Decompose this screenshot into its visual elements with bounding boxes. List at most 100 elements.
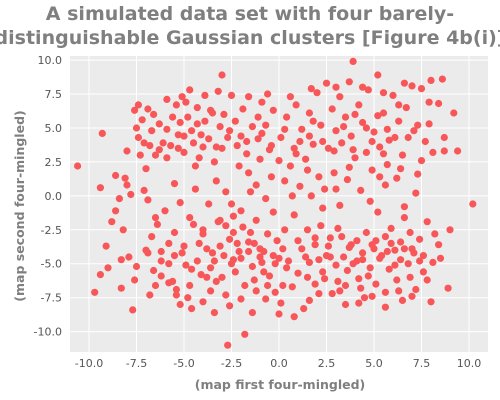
data-point — [216, 216, 224, 224]
data-point — [237, 254, 245, 262]
data-point — [416, 235, 424, 243]
data-point — [305, 109, 313, 117]
data-point — [281, 125, 289, 133]
data-point — [393, 174, 401, 182]
data-point — [214, 87, 222, 95]
data-point — [112, 207, 120, 215]
data-point — [440, 147, 448, 155]
data-point — [229, 256, 237, 264]
data-point — [419, 252, 427, 260]
data-point — [203, 245, 211, 253]
data-point — [341, 300, 350, 309]
data-point — [381, 303, 389, 311]
x-axis-label: (map first four-mingled) — [195, 377, 366, 392]
data-point — [298, 245, 306, 253]
data-point — [385, 136, 393, 144]
data-point — [127, 190, 135, 199]
data-point — [210, 257, 218, 265]
data-point — [275, 157, 283, 165]
data-point — [163, 154, 171, 162]
data-point — [296, 182, 304, 190]
data-point — [400, 203, 408, 211]
data-point — [400, 214, 408, 222]
data-point — [319, 268, 327, 276]
data-point — [349, 57, 357, 65]
data-point — [267, 142, 275, 150]
data-point — [366, 264, 374, 272]
data-point — [112, 171, 120, 180]
data-point — [191, 162, 199, 170]
data-point — [398, 296, 407, 304]
data-point — [275, 310, 283, 318]
data-point — [421, 137, 429, 146]
data-point — [311, 234, 319, 242]
data-point — [438, 75, 446, 83]
data-point — [381, 233, 389, 241]
data-point — [385, 265, 393, 273]
data-point — [189, 220, 198, 228]
data-point — [195, 154, 203, 162]
y-tick-label: -10.0 — [34, 326, 62, 339]
data-point — [340, 253, 348, 261]
data-point — [246, 188, 255, 196]
data-point — [402, 104, 410, 112]
data-point — [351, 154, 359, 162]
data-point — [216, 123, 224, 131]
data-point — [444, 284, 452, 292]
data-point — [256, 155, 264, 163]
data-point — [151, 281, 160, 290]
y-tick-label: 0.0 — [45, 190, 63, 203]
data-point — [207, 264, 215, 272]
data-point — [218, 273, 226, 281]
data-point — [273, 237, 281, 245]
data-point — [146, 142, 154, 150]
x-tick-label: -7.5 — [126, 357, 147, 370]
data-point — [279, 245, 287, 253]
data-point — [379, 150, 388, 158]
data-point — [328, 290, 336, 298]
data-point — [237, 207, 245, 215]
data-point — [265, 272, 274, 280]
data-point — [142, 165, 150, 173]
data-point — [332, 127, 340, 135]
data-point — [180, 132, 188, 140]
data-point — [288, 192, 296, 200]
data-point — [290, 211, 298, 219]
data-point — [241, 281, 249, 290]
data-point — [427, 298, 435, 306]
data-point — [429, 258, 437, 266]
data-point — [224, 133, 232, 142]
data-point — [423, 276, 431, 284]
data-point — [161, 207, 169, 215]
data-point — [313, 89, 321, 97]
data-point — [355, 299, 363, 307]
data-point — [186, 281, 194, 290]
data-point — [400, 79, 408, 87]
data-point — [309, 140, 317, 148]
data-point — [368, 137, 376, 146]
data-point — [222, 222, 230, 230]
data-point — [167, 142, 175, 150]
data-point — [262, 121, 270, 129]
y-tick-label: 5.0 — [45, 122, 63, 135]
y-tick-label: 2.5 — [45, 156, 63, 169]
data-point — [144, 105, 152, 113]
data-point — [245, 238, 253, 246]
data-point — [140, 186, 148, 194]
data-point — [425, 120, 433, 128]
data-point — [157, 272, 165, 280]
data-point — [383, 161, 391, 169]
data-point — [140, 139, 148, 147]
data-point — [309, 117, 317, 125]
data-point — [357, 186, 365, 194]
data-point — [212, 277, 220, 285]
data-point — [334, 277, 342, 285]
data-point — [226, 127, 234, 135]
data-point — [163, 95, 171, 103]
data-point — [391, 246, 399, 254]
data-point — [469, 200, 477, 208]
data-point — [210, 158, 218, 166]
data-point — [188, 127, 196, 135]
data-point — [239, 105, 247, 113]
data-point — [372, 280, 380, 288]
